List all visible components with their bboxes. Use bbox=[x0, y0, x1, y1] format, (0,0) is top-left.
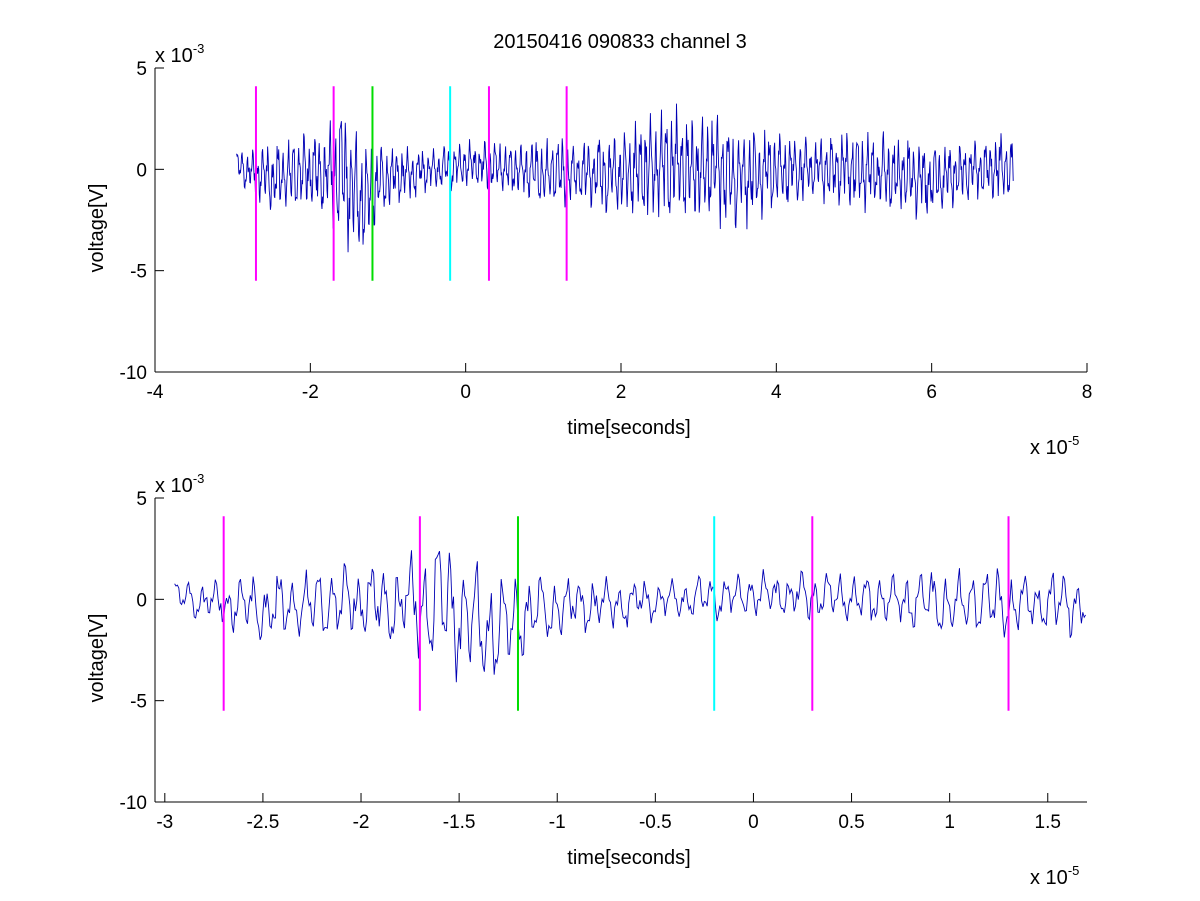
plot-area bbox=[236, 86, 1014, 281]
x-tick-label: -2 bbox=[353, 812, 370, 833]
signal-series-line bbox=[236, 103, 1014, 253]
x-axis-label: time[seconds] bbox=[567, 417, 690, 439]
x-tick-label: 1 bbox=[944, 812, 955, 833]
x-tick-label: 1.5 bbox=[1035, 812, 1061, 833]
y-exponent-label: x 10-3 bbox=[155, 471, 204, 497]
x-tick-label: -4 bbox=[147, 382, 164, 403]
x-axis-label: time[seconds] bbox=[567, 847, 690, 869]
top-plot: -4 -2 0 2 4 6 8 -10 -5 0 5 time[seconds] voltage[V] x… bbox=[86, 41, 1092, 459]
x-tick-label: 0 bbox=[460, 382, 471, 403]
y-tick-label: 5 bbox=[136, 59, 147, 80]
x-tick-label: 0 bbox=[748, 812, 759, 833]
y-tick-label: -5 bbox=[130, 262, 147, 283]
x-exponent-label: x 10-5 bbox=[1030, 433, 1079, 459]
y-tick-label: -10 bbox=[120, 363, 147, 384]
figure-title: 20150416 090833 channel 3 bbox=[493, 31, 747, 53]
y-axis-label: voltage[V] bbox=[86, 614, 108, 703]
x-tick-label: 6 bbox=[926, 382, 937, 403]
y-tick-label: -5 bbox=[130, 692, 147, 713]
y-tick-label: 5 bbox=[136, 489, 147, 510]
x-tick-label: -2 bbox=[302, 382, 319, 403]
x-tick-label: 8 bbox=[1082, 382, 1093, 403]
x-tick-label: -1.5 bbox=[443, 812, 476, 833]
x-tick-label: -2.5 bbox=[247, 812, 280, 833]
x-tick-label: -0.5 bbox=[639, 812, 672, 833]
x-tick-label: 2 bbox=[616, 382, 627, 403]
y-exponent-label: x 10-3 bbox=[155, 41, 204, 67]
x-exponent-label: x 10-5 bbox=[1030, 863, 1079, 889]
y-axis-label: voltage[V] bbox=[86, 184, 108, 273]
y-tick-label: 0 bbox=[136, 590, 147, 611]
plot-area bbox=[174, 516, 1086, 711]
y-tick-label: -10 bbox=[120, 793, 147, 814]
x-tick-label: -1 bbox=[549, 812, 566, 833]
x-tick-label: 0.5 bbox=[838, 812, 864, 833]
x-tick-label: 4 bbox=[771, 382, 782, 403]
y-tick-label: 0 bbox=[136, 160, 147, 181]
signal-series-line bbox=[174, 550, 1086, 683]
x-tick-label: -3 bbox=[156, 812, 173, 833]
bottom-plot: -3 -2.5 -2 -1.5 -1 -0.5 0 0.5 1 1.5 -10 -5 0 5 time[se… bbox=[86, 471, 1087, 889]
